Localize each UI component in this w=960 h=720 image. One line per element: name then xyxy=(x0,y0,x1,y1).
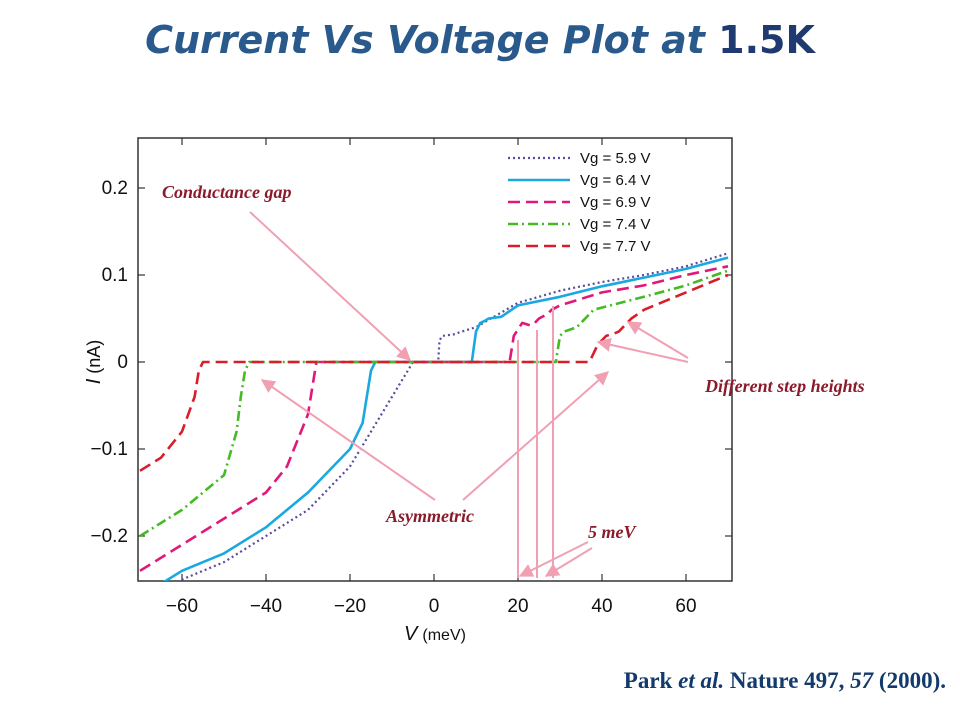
x-tick-label: −60 xyxy=(166,596,198,617)
legend-label: Vg = 5.9 V xyxy=(580,150,650,167)
x-tick-label: −40 xyxy=(250,596,282,617)
x-axis-label: V (meV) xyxy=(404,623,466,645)
legend-label: Vg = 6.4 V xyxy=(580,172,650,189)
series-line xyxy=(163,256,729,581)
page-title: Current Vs Voltage Plot at 1.5K xyxy=(145,18,815,62)
arrow-conductance-gap xyxy=(249,211,412,361)
series-lines xyxy=(139,252,729,581)
y-tick-label: −0.1 xyxy=(90,439,128,460)
y-tick-labels: 0.2 0.1 0 −0.1 −0.2 xyxy=(90,178,128,547)
annotation-arrows xyxy=(249,211,689,578)
series-line xyxy=(139,273,729,472)
x-tick-labels: −60 −40 −20 0 20 40 60 xyxy=(166,596,697,617)
arrow-5mev-a xyxy=(518,541,589,577)
plot-frame xyxy=(137,137,733,582)
x-tick-label: 20 xyxy=(507,596,528,617)
x-tick-label: 0 xyxy=(429,596,440,617)
series-line xyxy=(139,265,729,572)
arrow-5mev-b xyxy=(544,547,593,577)
arrow-asymmetric-left xyxy=(260,379,436,501)
series-line xyxy=(175,252,729,581)
annotation-different-step-heights: Different step heights xyxy=(704,376,865,396)
legend-label: Vg = 7.7 V xyxy=(580,238,650,255)
y-tick-label: −0.2 xyxy=(90,526,128,547)
annotation-asymmetric: Asymmetric xyxy=(385,506,474,526)
arrow-step-height-lower xyxy=(596,337,689,363)
arrow-step-height-upper xyxy=(626,321,689,359)
legend-label: Vg = 7.4 V xyxy=(580,216,650,233)
x-tick-label: −20 xyxy=(334,596,366,617)
annotation-5mev: 5 meV xyxy=(588,522,637,542)
y-tick-label: 0 xyxy=(117,352,128,373)
series-line xyxy=(139,269,729,538)
title-temperature: 1.5K xyxy=(718,18,815,62)
arrow-asymmetric-right xyxy=(462,371,610,501)
citation: Park et al. Nature 497, 57 (2000). xyxy=(623,668,946,693)
legend: Vg = 5.9 V Vg = 6.4 V Vg = 6.9 V Vg = 7.4 V… xyxy=(508,150,650,255)
x-tick-label: 60 xyxy=(675,596,696,617)
y-tick-label: 0.2 xyxy=(102,178,128,199)
annotation-conductance-gap: Conductance gap xyxy=(162,182,292,202)
x-tick-label: 40 xyxy=(591,596,612,617)
y-tick-label: 0.1 xyxy=(102,265,128,286)
y-axis-label: I(nA) xyxy=(83,340,105,385)
legend-label: Vg = 6.9 V xyxy=(580,194,650,211)
